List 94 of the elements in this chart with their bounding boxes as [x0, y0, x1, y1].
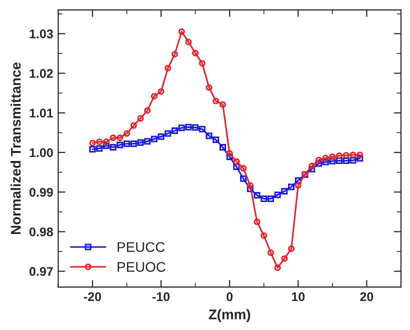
point	[226, 150, 233, 157]
point	[226, 154, 233, 160]
point	[116, 134, 124, 142]
point	[308, 166, 316, 172]
point	[102, 142, 110, 149]
point	[315, 160, 322, 167]
point	[350, 152, 356, 158]
x-tick-label: 20	[360, 292, 374, 302]
x-tick-label: 0	[226, 292, 233, 302]
point	[206, 84, 212, 91]
point	[144, 107, 151, 114]
point	[198, 126, 206, 132]
point	[219, 101, 226, 108]
point	[164, 130, 172, 137]
x-tick-label: 10	[292, 292, 305, 302]
point	[288, 245, 295, 252]
point	[192, 124, 199, 131]
point	[322, 158, 329, 166]
point	[185, 38, 192, 46]
point	[254, 218, 260, 226]
point	[240, 165, 247, 172]
point	[171, 127, 178, 134]
point	[144, 138, 151, 145]
point	[267, 249, 274, 256]
y-tick-label: 1.02	[30, 69, 53, 78]
point	[254, 192, 260, 198]
point	[274, 264, 281, 271]
point	[240, 175, 247, 182]
point	[342, 158, 350, 164]
y-tick-label: 0.97	[30, 267, 53, 276]
point	[219, 144, 226, 151]
point	[356, 152, 364, 158]
point	[288, 184, 295, 190]
x-axis-title: Z(mm)	[208, 309, 250, 322]
point	[89, 146, 96, 153]
y-axis-title: Normalized Transmittance	[10, 62, 21, 234]
point	[260, 196, 268, 202]
point	[336, 152, 343, 159]
point	[274, 192, 281, 198]
point	[110, 144, 116, 151]
point	[329, 154, 336, 160]
legend-label: PEUOC	[118, 262, 166, 272]
point	[116, 142, 124, 148]
point	[158, 133, 164, 140]
point	[130, 122, 137, 129]
point	[124, 130, 130, 137]
point	[96, 145, 103, 152]
point	[137, 139, 144, 146]
point	[281, 255, 288, 262]
point	[350, 157, 356, 164]
x-tick-label: -20	[84, 292, 102, 302]
point	[356, 155, 364, 162]
point	[246, 182, 254, 189]
point	[164, 64, 172, 72]
point	[308, 162, 316, 170]
point	[281, 188, 288, 195]
point	[89, 140, 96, 146]
point	[150, 92, 158, 100]
point	[171, 50, 178, 58]
point	[315, 156, 322, 164]
y-tick-label: 0.99	[30, 188, 53, 197]
point	[336, 158, 343, 164]
point	[96, 138, 103, 146]
point	[260, 232, 268, 239]
point	[342, 152, 350, 158]
point	[212, 98, 220, 104]
y-tick-label: 1.01	[30, 108, 54, 118]
point	[158, 88, 164, 95]
point	[246, 186, 254, 192]
point	[178, 124, 185, 132]
point	[185, 124, 192, 130]
point	[137, 115, 144, 122]
point	[267, 196, 274, 202]
x-tick-label: -10	[152, 292, 170, 302]
point	[233, 158, 240, 165]
y-tick-label: 1.00	[30, 148, 53, 158]
point	[178, 28, 185, 35]
y-tick-label: 0.98	[30, 227, 53, 236]
point	[150, 136, 158, 142]
point	[124, 140, 130, 148]
point	[294, 182, 302, 189]
legend-label: PEUCC	[118, 242, 165, 252]
point	[130, 140, 137, 148]
point	[102, 138, 110, 146]
y-tick-label: 1.03	[30, 29, 53, 38]
point	[294, 177, 302, 184]
point	[322, 154, 329, 162]
point	[212, 136, 220, 144]
point	[110, 134, 116, 142]
point	[233, 163, 240, 170]
point	[206, 132, 212, 140]
point	[329, 158, 336, 164]
point	[192, 50, 199, 56]
point	[198, 60, 206, 67]
